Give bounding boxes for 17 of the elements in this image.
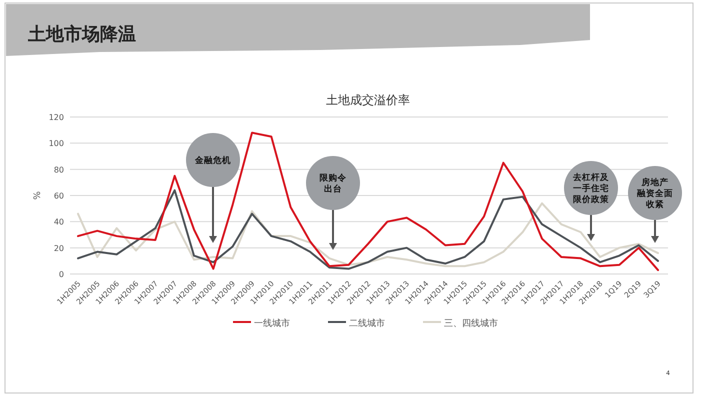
chart-subtitle: 土地成交溢价率 [326,93,410,107]
annotation: 房地产融资全面收紧 [637,177,673,210]
legend-label: 三、四线城市 [444,318,498,329]
y-tick-label: 0 [58,270,64,279]
annotation: 去杠杆及一手住宅限价政策 [572,172,610,205]
y-tick-label: 20 [54,244,64,253]
y-axis-title: % [33,190,43,200]
y-tick-label: 120 [48,113,64,122]
y-tick-label: 60 [54,192,64,200]
y-tick-label: 100 [48,139,64,148]
y-tick-label: 80 [54,165,64,174]
chart-title: 土地市场降温 [27,24,136,45]
legend-label: 一线城市 [254,318,290,329]
legend-label: 二线城市 [349,318,385,329]
annotation: 限购令出台 [320,172,348,194]
y-tick-label: 40 [54,218,64,227]
annotation: 金融危机 [194,155,231,166]
